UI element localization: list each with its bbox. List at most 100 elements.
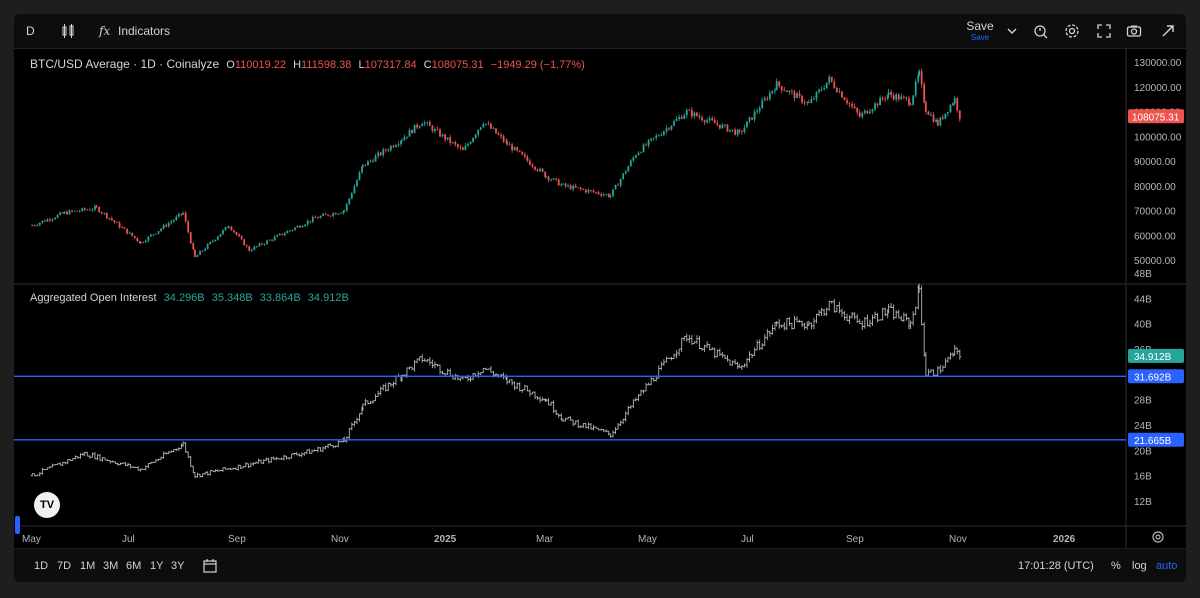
range-6m[interactable]: 6M bbox=[126, 560, 142, 572]
range-3m[interactable]: 3M bbox=[103, 560, 119, 572]
axis-settings-icon[interactable] bbox=[1152, 531, 1164, 543]
candle-body bbox=[38, 222, 41, 226]
candle-body bbox=[162, 225, 165, 229]
candle-body bbox=[382, 149, 385, 156]
oi-title[interactable]: Aggregated Open Interest bbox=[30, 292, 157, 304]
candle-body bbox=[361, 166, 363, 173]
date-range-icon[interactable] bbox=[202, 558, 218, 574]
time-tick-label: Mar bbox=[536, 534, 554, 545]
candle-body bbox=[511, 144, 514, 151]
price-tick-label: 70000.00 bbox=[1134, 207, 1176, 218]
candle-body bbox=[550, 179, 553, 181]
candle-body bbox=[194, 249, 196, 257]
auto-toggle[interactable]: auto bbox=[1156, 560, 1178, 572]
save-label: Save bbox=[966, 19, 994, 33]
candle-body bbox=[311, 217, 314, 222]
indicators-button[interactable]: Indicators bbox=[118, 24, 171, 38]
candle-body bbox=[201, 250, 204, 252]
candle-body bbox=[807, 102, 810, 103]
range-1m[interactable]: 1M bbox=[80, 560, 96, 572]
candle-body bbox=[642, 144, 645, 153]
range-1y[interactable]: 1Y bbox=[150, 560, 164, 572]
candle-body bbox=[743, 127, 746, 132]
candle-body bbox=[650, 138, 653, 141]
candle-body bbox=[245, 245, 248, 247]
candle-body bbox=[469, 142, 472, 144]
candle-body bbox=[397, 144, 400, 146]
tradingview-logo[interactable]: TV bbox=[34, 492, 60, 518]
interval-button[interactable]: D bbox=[26, 24, 35, 38]
candle-body bbox=[83, 208, 86, 210]
range-7d[interactable]: 7D bbox=[57, 560, 72, 572]
candle-body bbox=[932, 114, 935, 122]
chart-area[interactable]: 31.692B21.665B130000.00120000.00110000.0… bbox=[14, 48, 1186, 548]
publish-icon[interactable] bbox=[1160, 23, 1176, 39]
candle-body bbox=[361, 164, 364, 167]
candle-body bbox=[778, 81, 781, 87]
price-tick-label: 50000.00 bbox=[1134, 256, 1176, 267]
high-value: 111598.38 bbox=[301, 59, 352, 71]
fullscreen-icon[interactable] bbox=[1096, 23, 1112, 39]
candle-body bbox=[545, 176, 547, 178]
candle-body bbox=[534, 166, 536, 170]
candle-body bbox=[619, 178, 622, 186]
camera-icon[interactable] bbox=[1126, 23, 1142, 39]
candle-body bbox=[564, 183, 567, 187]
candle-body bbox=[629, 160, 632, 167]
candle-body bbox=[41, 220, 44, 223]
candle-body bbox=[408, 129, 411, 137]
candle-body bbox=[935, 120, 937, 122]
range-1d[interactable]: 1D bbox=[34, 560, 49, 572]
candle-body bbox=[876, 103, 879, 106]
candle-body bbox=[609, 195, 612, 197]
fx-icon[interactable]: fx bbox=[98, 23, 114, 39]
candle-body bbox=[66, 211, 68, 215]
candle-body bbox=[696, 112, 698, 117]
candle-body bbox=[912, 95, 915, 105]
price-legend: BTC/USD Average · 1D · Coinalyze O110019… bbox=[30, 57, 589, 71]
alert-icon[interactable] bbox=[1033, 23, 1049, 39]
price-tick-label: 90000.00 bbox=[1134, 157, 1176, 168]
candle-body bbox=[544, 171, 547, 178]
gear-icon[interactable] bbox=[1064, 23, 1080, 39]
candle-body bbox=[738, 130, 741, 132]
open-label: O bbox=[226, 59, 235, 71]
candle-body bbox=[908, 98, 910, 105]
candle-body bbox=[828, 76, 831, 83]
log-toggle[interactable]: log bbox=[1132, 560, 1147, 572]
candle-body bbox=[703, 120, 706, 123]
clock-time[interactable]: 17:01:28 (UTC) bbox=[1018, 560, 1094, 572]
candles-icon[interactable] bbox=[60, 23, 76, 39]
price-tick-label: 100000.00 bbox=[1134, 132, 1182, 143]
range-3y[interactable]: 3Y bbox=[171, 560, 185, 572]
candle-body bbox=[177, 213, 180, 217]
candle-body bbox=[233, 230, 235, 233]
percent-toggle[interactable]: % bbox=[1111, 560, 1121, 572]
candle-body bbox=[276, 235, 279, 237]
candle-body bbox=[116, 222, 118, 223]
candle-body bbox=[890, 92, 893, 96]
candle-body bbox=[367, 161, 369, 166]
hline-tag-bg bbox=[1128, 369, 1184, 384]
candle-body bbox=[294, 227, 296, 230]
scroll-marker[interactable] bbox=[15, 516, 20, 534]
candle-body bbox=[753, 111, 756, 120]
time-tick-label: 2025 bbox=[434, 534, 457, 545]
candle-body bbox=[863, 110, 866, 114]
candle-body bbox=[184, 212, 187, 222]
candle-body bbox=[675, 118, 678, 121]
candle-body bbox=[577, 187, 580, 189]
chevron-down-icon[interactable] bbox=[1004, 23, 1020, 39]
save-button[interactable]: Save Save bbox=[964, 20, 996, 44]
oi-value-1: 34.296B bbox=[163, 292, 205, 304]
candle-body bbox=[95, 206, 98, 208]
oi-value-3: 33.864B bbox=[259, 292, 301, 304]
candle-body bbox=[579, 187, 582, 190]
candle-body bbox=[841, 91, 843, 98]
candle-body bbox=[560, 184, 563, 186]
symbol-title[interactable]: BTC/USD Average · 1D · Coinalyze bbox=[30, 57, 220, 71]
candle-body bbox=[685, 109, 688, 116]
candle-body bbox=[180, 213, 183, 215]
candle-body bbox=[248, 246, 251, 251]
candle-body bbox=[555, 178, 558, 180]
